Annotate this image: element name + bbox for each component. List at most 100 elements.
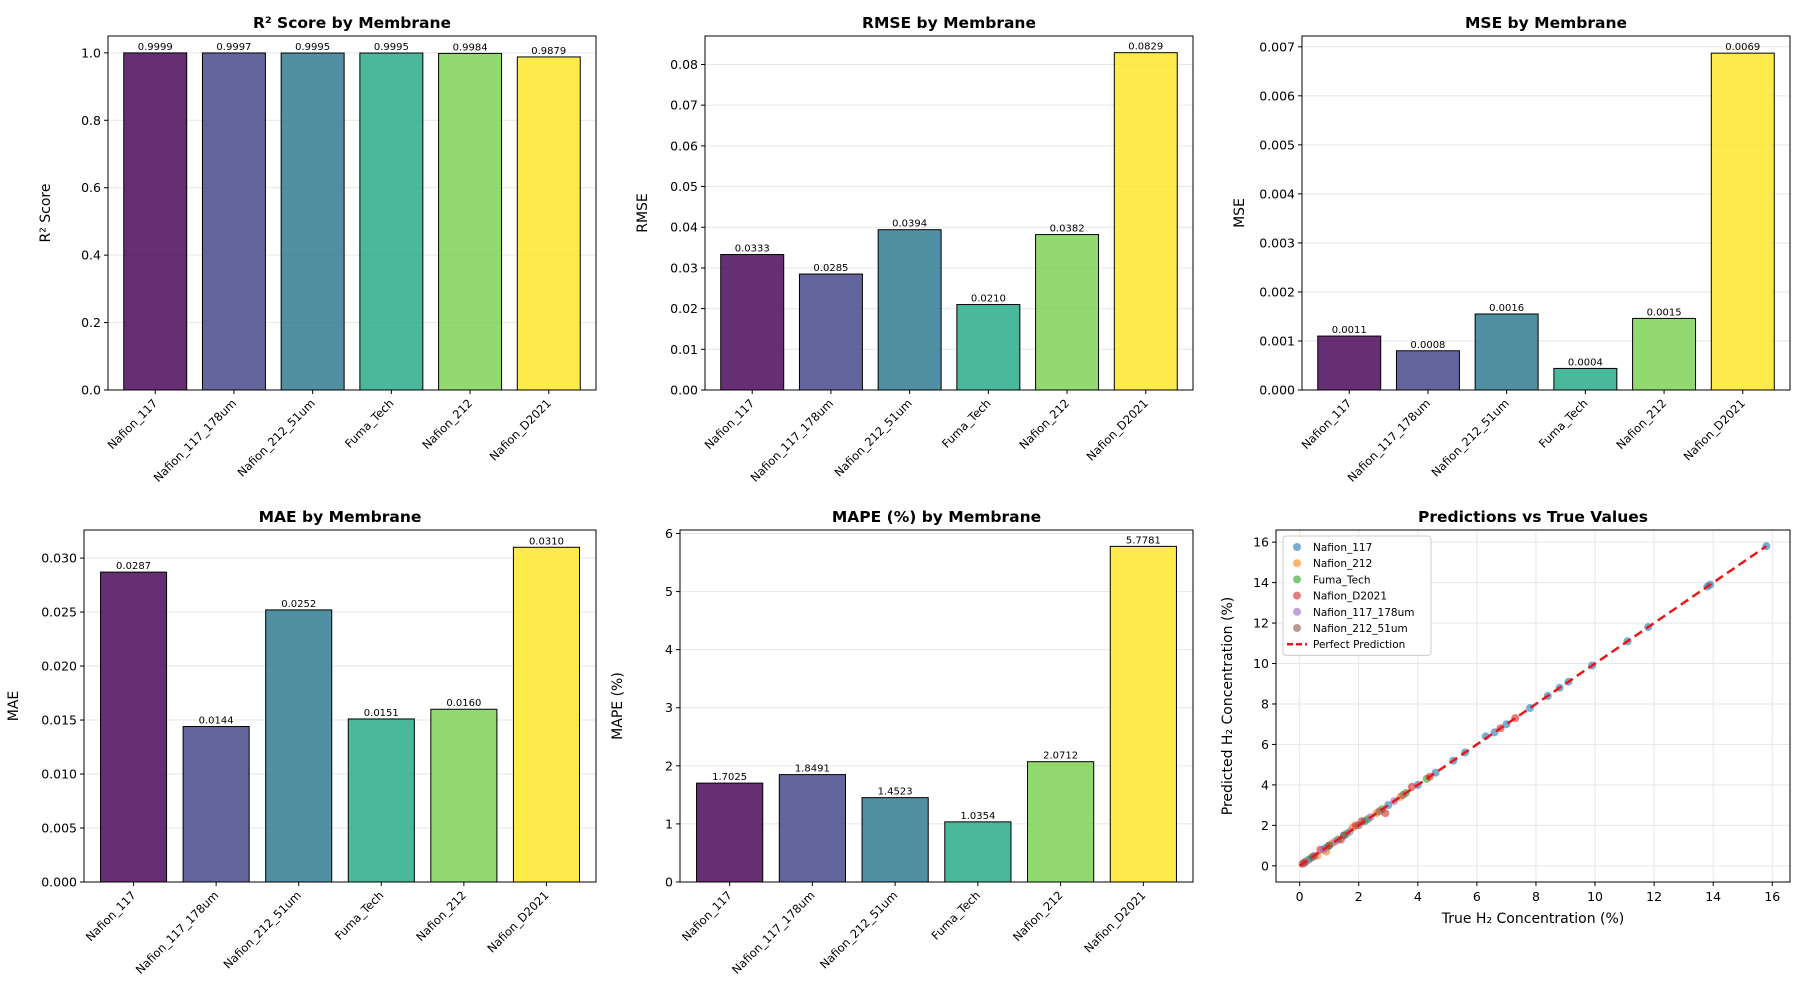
legend-marker (1293, 607, 1301, 616)
y-tick-label: 0.000 (41, 875, 77, 890)
bar-nafion-212 (1027, 761, 1095, 883)
legend-marker (1293, 624, 1301, 632)
y-tick-label: 16 (1253, 535, 1269, 550)
x-tick-label: Nafion_117_178um (151, 396, 239, 484)
bar-nafion-117 (1317, 335, 1382, 391)
data-label: 0.9879 (531, 46, 566, 57)
x-tick-label: 12 (1646, 889, 1662, 904)
bar-fuma-tech (359, 52, 424, 391)
data-label: 0.0069 (1725, 42, 1760, 53)
data-label: 0.0015 (1647, 307, 1682, 318)
axes-frame (83, 529, 597, 883)
bar-nafion-d2021 (1109, 545, 1177, 883)
data-label: 0.0144 (199, 716, 234, 727)
x-tick-label: Fuma_Tech (342, 396, 396, 450)
y-tick-label: 0.020 (41, 659, 77, 674)
legend-entry: Fuma_Tech (1313, 574, 1371, 586)
bar-nafion-117 (100, 571, 168, 883)
data-label: 0.9999 (138, 42, 173, 53)
legend-marker (1293, 591, 1301, 600)
bar-nafion-117-178um (798, 273, 863, 391)
y-axis-label: MAPE (%) (610, 672, 626, 740)
x-tick-label: Fuma_Tech (939, 396, 993, 450)
y-tick-label: 3 (665, 700, 673, 715)
x-tick-label: Nafion_D2021 (487, 396, 554, 463)
data-label: 0.0285 (813, 263, 848, 274)
x-tick-label: 10 (1587, 889, 1603, 904)
chart-mae: 0.0287 Nafion_117 0.0144 Nafion_117_178um 0.… (6, 508, 597, 977)
y-tick-label: 0.003 (1259, 235, 1295, 250)
x-tick-label: Nafion_212 (1016, 396, 1072, 452)
y-tick-label: 0.03 (670, 260, 698, 275)
y-tick-label: 0.02 (670, 301, 698, 316)
axes-frame (704, 35, 1194, 391)
x-axis-label: True H₂ Concentration (%) (1441, 911, 1625, 927)
y-tick-label: 12 (1253, 616, 1269, 631)
y-tick-label: 0.007 (1259, 39, 1295, 54)
y-tick-label: 0.010 (41, 767, 77, 782)
y-tick-label: 0.8 (81, 113, 101, 128)
y-tick-label: 0 (665, 875, 673, 890)
bar-fuma-tech (944, 821, 1012, 883)
x-tick-label: 6 (1473, 889, 1481, 904)
bar-nafion-d2021 (1113, 52, 1178, 391)
legend: Nafion_117 Nafion_212 Fuma_Tech Nafion_D202… (1282, 535, 1432, 656)
bar-nafion-212 (1632, 317, 1697, 391)
legend-entry: Nafion_117 (1313, 542, 1372, 554)
y-tick-label: 8 (1261, 696, 1269, 711)
x-tick-label: Nafion_212 (1010, 888, 1066, 944)
data-label: 0.0210 (971, 294, 1006, 305)
data-label: 0.0382 (1050, 224, 1085, 235)
chart-title: Predictions vs True Values (1418, 508, 1648, 526)
x-tick-label: 2 (1355, 889, 1363, 904)
x-tick-label: Nafion_212_51um (234, 396, 317, 479)
y-tick-label: 0.05 (670, 179, 698, 194)
x-tick-label: 16 (1764, 889, 1780, 904)
data-label: 0.9995 (374, 42, 409, 53)
x-tick-label: Nafion_212 (419, 396, 475, 452)
y-tick-label: 6 (1261, 737, 1269, 752)
y-tick-label: 0 (1261, 858, 1269, 873)
y-axis-label: MSE (1232, 198, 1248, 228)
axes-frame (679, 529, 1194, 883)
chart-title: R² Score by Membrane (253, 14, 451, 32)
y-tick-label: 14 (1253, 575, 1269, 590)
x-tick-label: Nafion_212 (413, 888, 469, 944)
y-tick-label: 0.005 (1259, 137, 1295, 152)
y-tick-label: 0.025 (41, 605, 77, 620)
y-tick-label: 6 (665, 526, 673, 541)
y-tick-label: 0.6 (81, 180, 101, 195)
y-tick-label: 0.004 (1259, 186, 1295, 201)
data-label: 2.0712 (1043, 751, 1078, 762)
bar-nafion-212-51um (861, 797, 929, 883)
x-tick-label: Nafion_117_178um (748, 396, 836, 484)
x-tick-label: 0 (1296, 889, 1304, 904)
y-axis-label: R² Score (38, 183, 54, 242)
y-tick-label: 0.00 (670, 383, 698, 398)
x-tick-label: Nafion_117_178um (729, 888, 817, 976)
data-label: 1.7025 (712, 772, 747, 783)
legend-box (1282, 535, 1432, 656)
data-label: 0.0252 (281, 599, 316, 610)
data-label: 1.0354 (960, 811, 995, 822)
legend-marker (1293, 543, 1301, 551)
x-tick-label: Nafion_212_51um (831, 396, 914, 479)
bar-nafion-117-178um (1395, 350, 1460, 391)
data-label: 0.0310 (529, 536, 564, 547)
y-tick-label: 0.04 (670, 220, 698, 235)
bar-nafion-117-178um (778, 774, 846, 883)
chart-title: MAE by Membrane (259, 508, 422, 526)
x-tick-label: Nafion_212 (1613, 396, 1669, 452)
x-tick-label: Nafion_D2021 (1081, 888, 1148, 955)
x-tick-label: Nafion_117 (679, 888, 735, 944)
y-tick-label: 0.0 (81, 383, 101, 398)
bar-fuma-tech (956, 304, 1021, 391)
data-label: 0.9997 (216, 42, 251, 53)
y-tick-label: 4 (1261, 777, 1269, 792)
bar-fuma-tech (347, 718, 415, 883)
y-tick-label: 2 (1261, 818, 1269, 833)
y-tick-label: 0.006 (1259, 88, 1295, 103)
x-tick-label: Nafion_D2021 (484, 888, 551, 955)
y-axis-label: MAE (6, 691, 22, 722)
bar-nafion-117-178um (201, 52, 266, 391)
